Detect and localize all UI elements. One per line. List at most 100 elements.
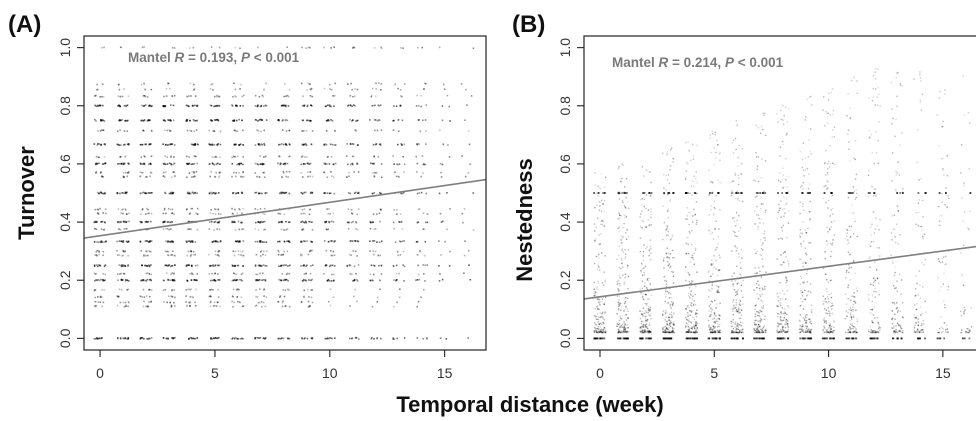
data-point	[780, 237, 782, 239]
data-point	[350, 337, 353, 340]
data-point	[777, 305, 779, 308]
data-point	[761, 331, 763, 334]
data-point	[872, 211, 875, 213]
data-point	[780, 226, 783, 229]
data-point	[216, 162, 219, 165]
data-point	[97, 130, 99, 132]
data-point	[325, 249, 328, 252]
data-point	[781, 290, 784, 292]
data-point	[619, 331, 621, 333]
data-point	[210, 46, 213, 48]
data-point	[802, 325, 804, 327]
data-point	[280, 162, 282, 165]
data-point	[650, 239, 652, 241]
data-point	[711, 264, 713, 266]
data-point	[712, 318, 714, 320]
data-point	[619, 337, 622, 340]
data-point	[258, 192, 261, 195]
data-point	[869, 256, 871, 258]
data-point	[97, 143, 99, 145]
data-point	[642, 331, 645, 334]
data-point	[373, 192, 375, 194]
data-point	[849, 328, 852, 330]
data-point	[163, 95, 165, 98]
data-point	[125, 209, 127, 211]
data-point	[233, 119, 236, 121]
data-point	[173, 156, 175, 158]
data-point	[692, 185, 695, 188]
data-point	[100, 191, 102, 194]
data-point	[195, 279, 197, 282]
data-point	[669, 325, 672, 327]
data-point	[616, 313, 618, 315]
data-point	[219, 240, 222, 243]
data-point	[876, 277, 879, 280]
data-point	[618, 283, 621, 285]
data-point	[669, 322, 671, 325]
data-point	[695, 337, 697, 340]
data-point	[665, 327, 668, 330]
data-point	[647, 309, 649, 311]
data-point	[810, 304, 812, 307]
data-point	[352, 104, 355, 106]
data-point	[738, 299, 741, 301]
data-point	[648, 249, 650, 251]
data-point	[847, 284, 850, 286]
data-point	[171, 191, 174, 194]
data-point	[163, 129, 166, 131]
data-point	[403, 83, 406, 85]
data-point	[645, 266, 647, 268]
data-point	[688, 330, 690, 332]
data-point	[239, 240, 242, 242]
data-point	[351, 212, 353, 214]
data-point	[217, 264, 219, 267]
data-point	[826, 331, 828, 334]
data-point	[400, 221, 402, 223]
data-point	[622, 164, 624, 166]
data-point	[301, 156, 303, 158]
data-point	[423, 88, 425, 90]
data-point	[877, 331, 879, 333]
data-point	[301, 337, 303, 339]
data-point	[469, 278, 472, 281]
data-point	[172, 337, 174, 340]
data-point	[193, 120, 196, 122]
data-point	[739, 227, 742, 229]
data-point	[811, 308, 813, 311]
data-point	[331, 175, 333, 177]
data-point	[189, 82, 192, 85]
data-point	[331, 254, 334, 257]
data-point	[189, 296, 192, 298]
data-point	[810, 329, 813, 331]
data-point	[330, 254, 333, 257]
data-point	[602, 331, 604, 334]
data-point	[696, 221, 698, 224]
data-point	[416, 171, 418, 173]
data-point	[103, 228, 105, 231]
data-point	[259, 144, 261, 146]
data-point	[332, 163, 335, 166]
data-point	[663, 260, 665, 262]
data-point	[848, 254, 851, 256]
data-point	[354, 192, 356, 194]
data-point	[716, 290, 719, 292]
data-point	[847, 311, 849, 314]
data-point	[599, 304, 601, 306]
data-point	[150, 337, 153, 339]
data-point	[783, 337, 786, 340]
data-point	[874, 261, 876, 263]
data-point	[737, 331, 739, 334]
data-point	[669, 305, 671, 307]
data-point	[669, 239, 672, 241]
data-point	[217, 273, 219, 275]
data-point	[643, 271, 645, 274]
data-point	[714, 314, 716, 316]
data-point	[438, 46, 441, 49]
data-point	[740, 329, 742, 331]
data-point	[799, 283, 801, 285]
data-point	[852, 261, 855, 263]
data-point	[755, 331, 758, 334]
data-point	[735, 249, 738, 252]
data-point	[731, 275, 733, 277]
data-point	[731, 337, 734, 340]
